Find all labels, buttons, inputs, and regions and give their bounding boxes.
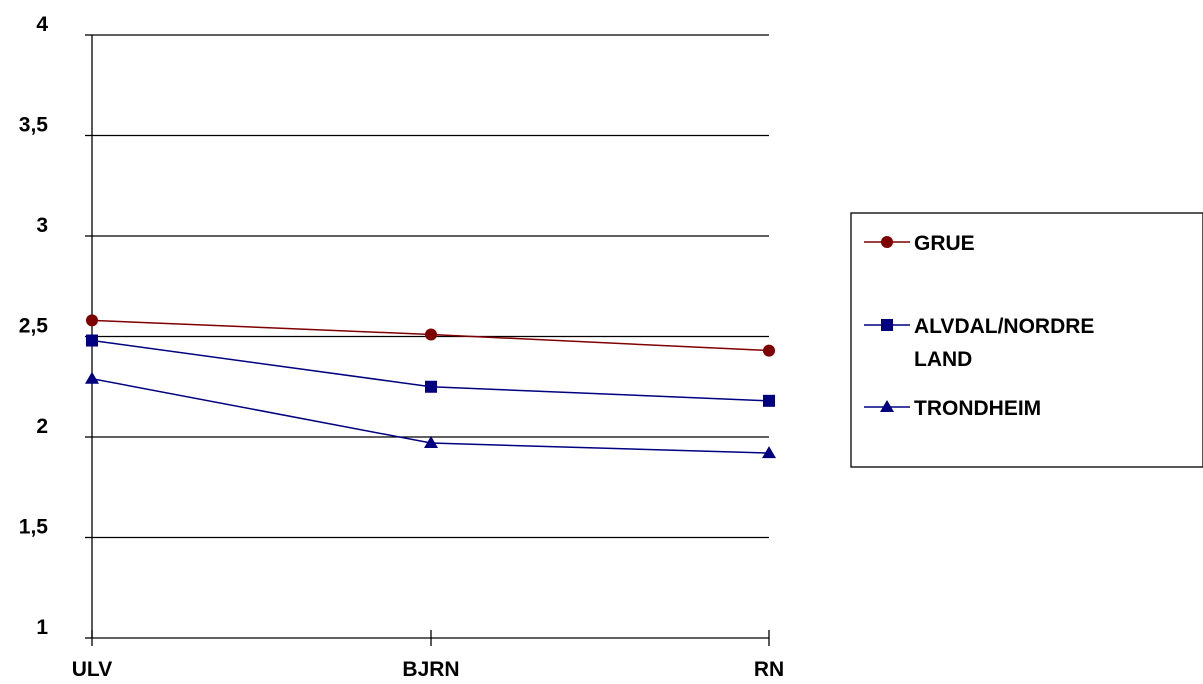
legend-label: TRONDHEIM [914, 397, 1041, 420]
y-axis-tick-labels: 1 1,5 2 2,5 3 3,5 4 [19, 13, 49, 639]
data-point [763, 344, 775, 357]
data-point [763, 394, 775, 407]
y-tick-label: 2 [36, 415, 48, 438]
axes [85, 34, 770, 646]
y-tick-label: 1,5 [19, 516, 49, 539]
legend-label: LAND [914, 348, 972, 371]
legend-marker [881, 319, 893, 331]
y-tick-label: 2,5 [19, 315, 49, 338]
data-point [86, 334, 98, 347]
y-tick-label: 4 [36, 13, 48, 36]
legend-label: ALVDAL/NORDRE [914, 315, 1094, 338]
x-axis-tick-labels: ULV BJRN RN [72, 658, 784, 681]
data-point [425, 328, 437, 341]
x-tick-label: ULV [72, 658, 112, 681]
y-tick-label: 3,5 [19, 114, 49, 137]
legend-box [850, 212, 1203, 468]
legend-marker [881, 236, 893, 248]
legend-marker [880, 400, 894, 412]
x-tick-label: BJRN [402, 658, 459, 681]
data-point [85, 371, 99, 384]
data-point [762, 446, 776, 459]
grid-lines [92, 34, 769, 539]
y-tick-label: 3 [36, 214, 48, 237]
x-tick-label: RN [754, 658, 784, 681]
y-tick-label: 1 [36, 616, 48, 639]
data-point [424, 436, 438, 449]
data-point [86, 314, 98, 327]
data-point [425, 380, 437, 393]
legend: GRUE ALVDAL/NORDRE LAND TRONDHEIM [850, 212, 1203, 468]
legend-label: GRUE [914, 232, 975, 255]
series-group [85, 314, 776, 459]
